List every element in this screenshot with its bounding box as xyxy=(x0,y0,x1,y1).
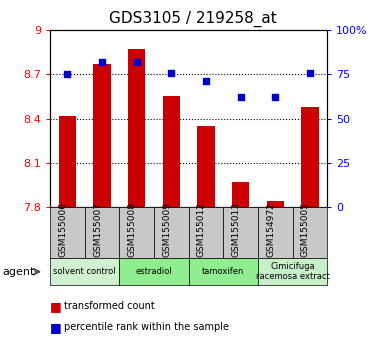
Bar xyxy=(232,182,249,207)
Bar xyxy=(50,258,119,285)
Point xyxy=(272,95,278,100)
Bar xyxy=(162,96,180,207)
Bar xyxy=(93,64,111,207)
Text: estradiol: estradiol xyxy=(136,267,172,276)
Text: GSM155006: GSM155006 xyxy=(59,202,67,257)
Point xyxy=(64,72,70,77)
Text: transformed count: transformed count xyxy=(64,301,154,311)
Bar xyxy=(258,258,327,285)
Bar xyxy=(189,258,258,285)
Text: GSM154972: GSM154972 xyxy=(266,202,275,257)
Point xyxy=(307,70,313,75)
Text: GSM155013: GSM155013 xyxy=(232,202,241,257)
Bar xyxy=(85,207,119,258)
Point xyxy=(99,59,105,65)
Text: percentile rank within the sample: percentile rank within the sample xyxy=(64,322,229,332)
Bar xyxy=(128,49,145,207)
Bar xyxy=(154,207,189,258)
Bar xyxy=(59,116,76,207)
Text: Cimicifuga
racemosa extract: Cimicifuga racemosa extract xyxy=(256,262,330,281)
Bar xyxy=(50,207,85,258)
Point xyxy=(238,95,244,100)
Bar xyxy=(189,207,223,258)
Point xyxy=(134,59,140,65)
Text: agent: agent xyxy=(2,267,34,277)
Text: tamoxifen: tamoxifen xyxy=(202,267,244,276)
Point xyxy=(168,70,174,75)
Text: GSM155009: GSM155009 xyxy=(162,202,171,257)
Bar xyxy=(258,207,293,258)
Bar xyxy=(119,207,154,258)
Bar xyxy=(223,207,258,258)
Bar xyxy=(119,258,189,285)
Text: GSM155012: GSM155012 xyxy=(197,202,206,257)
Text: ■: ■ xyxy=(50,300,62,313)
Text: solvent control: solvent control xyxy=(54,267,116,276)
Bar xyxy=(301,107,318,207)
Text: GSM155007: GSM155007 xyxy=(93,202,102,257)
Text: GSM155008: GSM155008 xyxy=(128,202,137,257)
Text: GSM155005: GSM155005 xyxy=(301,202,310,257)
Bar xyxy=(266,201,284,207)
Bar xyxy=(293,207,327,258)
Text: ■: ■ xyxy=(50,321,62,334)
Point xyxy=(203,79,209,84)
Text: GDS3105 / 219258_at: GDS3105 / 219258_at xyxy=(109,11,276,27)
Bar xyxy=(197,126,215,207)
